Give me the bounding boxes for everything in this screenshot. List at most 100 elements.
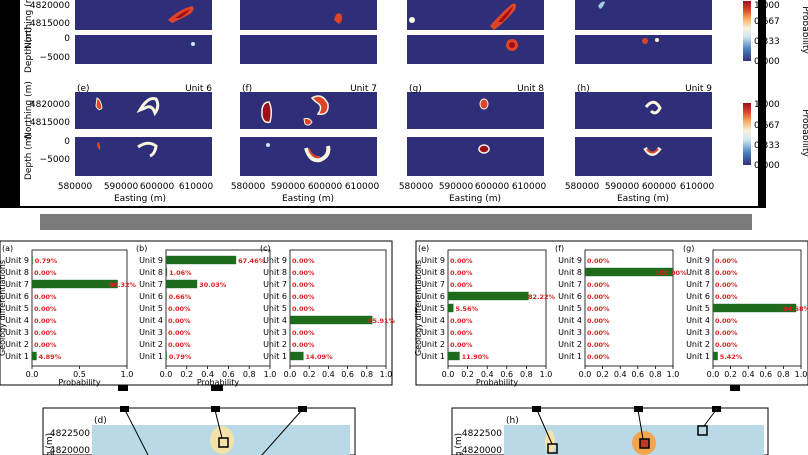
x-tick-label: 0.2	[596, 370, 609, 379]
bottom-map-right-tick-bottom: 4820000	[462, 446, 502, 455]
colorbar-top-tick-0333: 0.333	[754, 37, 780, 47]
bottom-map-left-line-1	[124, 409, 149, 455]
category-label: Unit 8	[421, 268, 445, 277]
category-label: Unit 6	[686, 292, 710, 301]
data-label: 67.46%	[238, 257, 266, 265]
easting-label: Easting (m)	[617, 194, 669, 204]
x-tick-label: 1.0	[121, 370, 134, 379]
depth-axis-label-row2: Depth (m)	[24, 134, 34, 180]
x-tick-label: 0.5	[73, 370, 86, 379]
panel-unit-f: Unit 7	[350, 84, 377, 94]
category-label: Unit 9	[686, 256, 710, 265]
category-label: Unit 8	[263, 268, 287, 277]
panel-label-e: (e)	[77, 84, 90, 94]
data-label: 0.00%	[450, 317, 473, 325]
bar-charts: (a)Unit 9 0.79%Unit 8 0.00%Unit 7 90.32%Uni…	[0, 244, 808, 387]
bottom-map-left-label: (d)	[94, 416, 107, 426]
bar	[32, 351, 37, 361]
anomaly-a-depth	[191, 42, 195, 46]
northing-axis-label-row2: Northing (m)	[24, 81, 34, 139]
anomaly-d-depth-b	[655, 38, 659, 42]
x-tick-label: 0.6	[341, 370, 354, 379]
x-tick-label: 0.4	[322, 370, 335, 379]
category-label: Unit 2	[558, 340, 582, 349]
x-tick-label: 0.4	[481, 370, 494, 379]
category-label: Unit 4	[5, 316, 29, 325]
colorbar-bottom-tick-0667: 0.667	[754, 121, 780, 131]
y-axis-label: Geology differentiations	[414, 260, 423, 356]
anomaly-g-plan	[479, 98, 489, 110]
category-label: Unit 9	[5, 256, 29, 265]
category-label: Unit 5	[558, 304, 582, 313]
chart-frame	[165, 249, 271, 367]
bottom-map-right-line-1	[536, 409, 553, 445]
data-label: 0.00%	[292, 269, 315, 277]
anomaly-e-depth-right	[137, 141, 158, 158]
northing-tick-top-1: 4820000	[30, 1, 70, 11]
colorbar-top-label: Probability	[800, 6, 808, 54]
map-panel-c-depth	[407, 35, 544, 64]
panel-unit-g: Unit 8	[517, 84, 544, 94]
chart-frame	[31, 249, 128, 367]
data-label: 0.00%	[715, 269, 738, 277]
bar	[448, 351, 460, 361]
bar	[290, 351, 304, 361]
chart-frame	[447, 249, 547, 367]
category-label: Unit 3	[558, 328, 582, 337]
data-label: 0.00%	[34, 341, 57, 349]
data-label: 0.00%	[587, 329, 610, 337]
anomaly-h-plan	[644, 100, 662, 115]
easting-label: Easting (m)	[282, 194, 334, 204]
bar	[713, 303, 797, 313]
data-label: 0.00%	[292, 257, 315, 265]
colorbar-bottom	[743, 103, 751, 165]
data-label: 0.00%	[292, 341, 315, 349]
category-label: Unit 9	[139, 256, 163, 265]
easting-tick: 580000	[231, 182, 266, 192]
data-label: 5.56%	[455, 305, 478, 313]
x-tick-label: 0.4	[201, 370, 214, 379]
data-label: 0.00%	[450, 257, 473, 265]
data-label: 0.00%	[587, 281, 610, 289]
x-tick-label: 1.0	[667, 370, 680, 379]
bottom-map-right-tick-top: 4822500	[462, 429, 502, 439]
easting-tick: 610000	[512, 182, 547, 192]
x-tick-label: 0.0	[707, 370, 720, 379]
data-label: 0.00%	[587, 293, 610, 301]
colorbar-top-tick-0: 0.000	[754, 57, 780, 67]
anomaly-e-plan-left	[95, 97, 103, 111]
easting-label: Easting (m)	[114, 194, 166, 204]
bar	[166, 291, 167, 301]
data-label: 0.00%	[34, 293, 57, 301]
x-tick-label: 0.8	[520, 370, 533, 379]
anomaly-d-depth	[642, 38, 648, 44]
category-label: Unit 2	[421, 340, 445, 349]
easting-tick: 600000	[308, 182, 343, 192]
category-label: Unit 7	[421, 280, 445, 289]
anomaly-e-depth-left	[97, 142, 101, 150]
bar	[32, 255, 33, 265]
x-tick-label: 0.0	[579, 370, 592, 379]
panel-label-h: (h)	[577, 84, 590, 94]
easting-tick: 600000	[475, 182, 510, 192]
x-tick-label: 0.8	[360, 370, 373, 379]
depth-tick-row2-0: 0	[64, 137, 70, 147]
data-label: 0.00%	[715, 281, 738, 289]
category-label: Unit 9	[263, 256, 287, 265]
anomaly-f-plan-left	[261, 101, 273, 124]
category-label: Unit 2	[5, 340, 29, 349]
marker-left-a	[118, 385, 128, 391]
data-label: 0.00%	[715, 317, 738, 325]
x-tick-label: 0.0	[284, 370, 297, 379]
map-panel-c-plan	[407, 0, 544, 30]
x-tick-label: 0.2	[724, 370, 737, 379]
easting-tick: 600000	[642, 182, 677, 192]
category-label: Unit 6	[139, 292, 163, 301]
data-label: 0.00%	[168, 329, 191, 337]
bottom-map-right-box-3	[697, 425, 708, 436]
x-tick-label: 0.6	[222, 370, 235, 379]
category-label: Unit 3	[421, 328, 445, 337]
category-label: Unit 8	[139, 268, 163, 277]
map-panel-b-depth	[240, 35, 377, 64]
